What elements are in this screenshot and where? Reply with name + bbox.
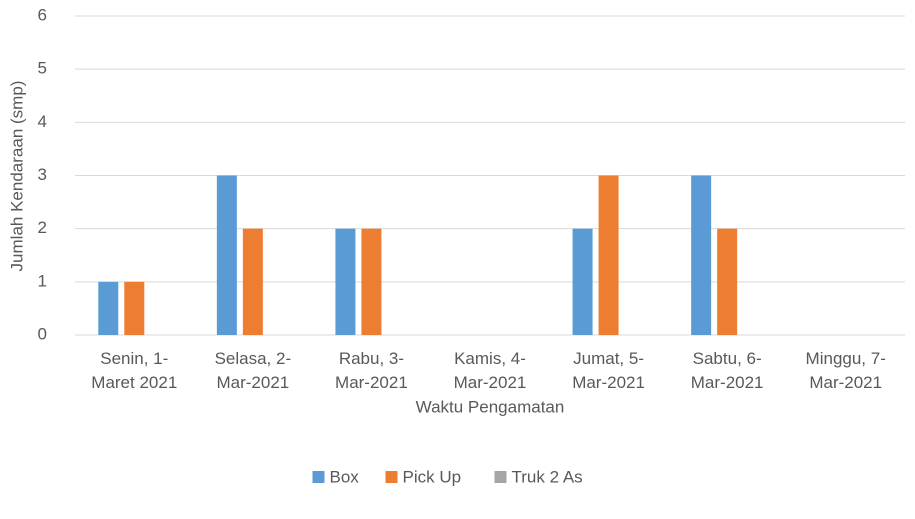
bar bbox=[691, 175, 712, 335]
legend-swatch bbox=[385, 471, 398, 483]
x-tick-label: Senin, 1-Maret 2021 bbox=[91, 349, 177, 392]
legend-swatch bbox=[312, 471, 325, 483]
bar bbox=[242, 228, 263, 335]
bar bbox=[335, 228, 356, 335]
y-tick-label: 3 bbox=[38, 165, 47, 184]
bar bbox=[598, 175, 619, 335]
legend-label: Pick Up bbox=[403, 467, 462, 486]
bar bbox=[361, 228, 382, 335]
bar bbox=[572, 228, 593, 335]
bar bbox=[98, 281, 119, 335]
y-tick-label: 2 bbox=[38, 218, 47, 237]
bar bbox=[717, 228, 738, 335]
legend-label: Box bbox=[330, 467, 360, 486]
y-tick-label: 4 bbox=[38, 112, 47, 131]
y-tick-label: 6 bbox=[38, 5, 47, 24]
x-tick-label: Jumat, 5-Mar-2021 bbox=[572, 349, 645, 392]
x-tick-label: Minggu, 7-Mar-2021 bbox=[806, 349, 886, 392]
x-tick-label: Sabtu, 6-Mar-2021 bbox=[691, 349, 764, 392]
x-tick-label: Kamis, 4-Mar-2021 bbox=[454, 349, 527, 392]
bar bbox=[124, 281, 145, 335]
y-tick-label: 1 bbox=[38, 271, 47, 290]
legend-swatch bbox=[494, 471, 507, 483]
x-tick-label: Selasa, 2-Mar-2021 bbox=[215, 349, 292, 392]
x-axis-label: Waktu Pengamatan bbox=[416, 397, 565, 416]
y-tick-label: 5 bbox=[38, 59, 47, 78]
bar bbox=[216, 175, 237, 335]
legend-label: Truk 2 As bbox=[512, 467, 583, 486]
y-axis-label: Jumlah Kendaraan (smp) bbox=[7, 81, 26, 272]
x-tick-label: Rabu, 3-Mar-2021 bbox=[335, 349, 408, 392]
y-tick-label: 0 bbox=[38, 324, 47, 343]
